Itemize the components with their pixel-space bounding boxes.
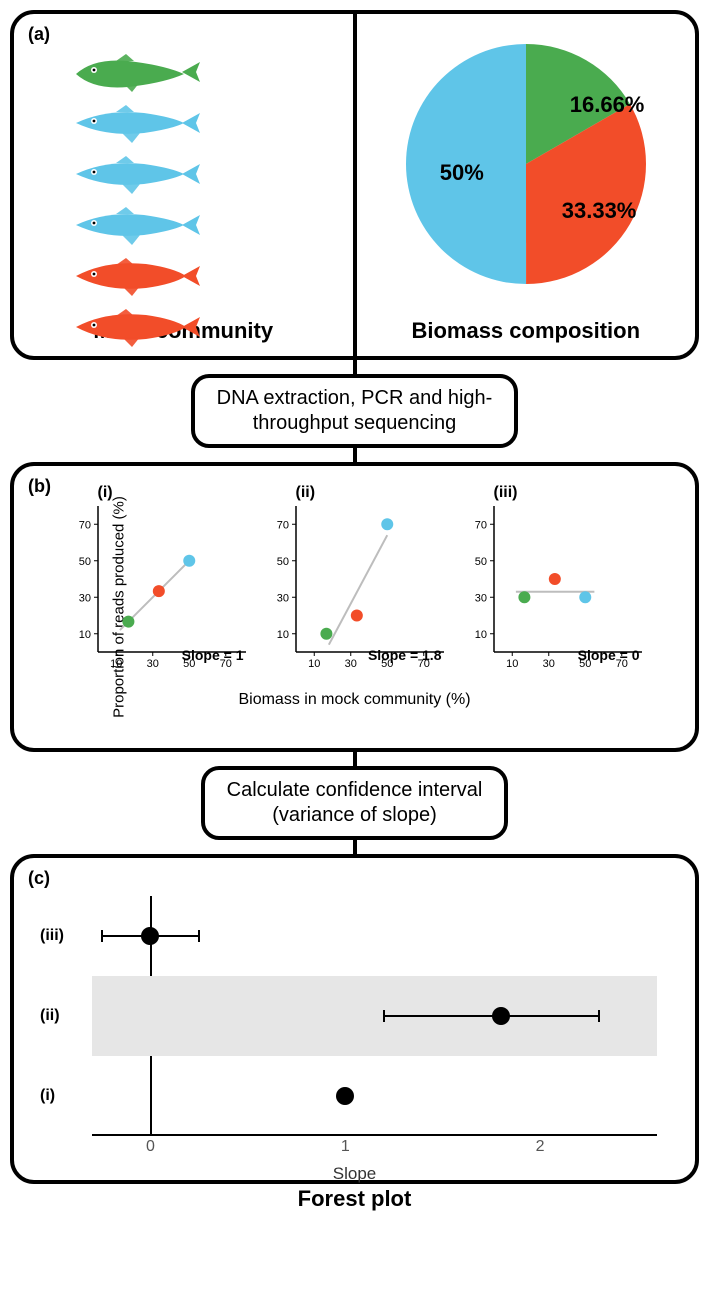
scatter-chart: (i)1010303050507070Slope = 1: [70, 500, 250, 685]
forest-row: (iii): [92, 896, 657, 976]
forest-point: [336, 1087, 354, 1105]
connector: [353, 752, 357, 766]
biomass-composition-title: Biomass composition: [411, 318, 640, 344]
svg-text:30: 30: [474, 592, 486, 604]
step-dna-extraction: DNA extraction, PCR and high-throughput …: [191, 374, 519, 448]
forest-row-label: (iii): [40, 927, 64, 945]
svg-text:70: 70: [474, 519, 486, 531]
fish-icon: [66, 52, 206, 94]
svg-text:10: 10: [474, 629, 486, 641]
panel-a: (a): [10, 10, 699, 360]
forest-tick: 2: [536, 1138, 545, 1156]
fish-icon: [66, 307, 206, 349]
scatter-slope-label: Slope = 1.8: [368, 647, 442, 663]
forest-point: [492, 1007, 510, 1025]
panel-a-left: Mock community: [14, 14, 353, 356]
forest-cap: [598, 1010, 600, 1022]
forest-plot-area: (iii)(ii)(i)012: [92, 896, 657, 1136]
forest-row-label: (i): [40, 1087, 55, 1105]
fish-icon: [66, 103, 206, 145]
svg-text:30: 30: [542, 658, 554, 670]
forest-xlabel: Slope: [32, 1164, 677, 1184]
pie-chart: 50% 16.66% 33.33%: [406, 44, 646, 289]
forest-tick: 1: [341, 1138, 350, 1156]
svg-text:30: 30: [78, 592, 90, 604]
svg-text:70: 70: [78, 519, 90, 531]
svg-text:10: 10: [308, 658, 320, 670]
fish-icon: [66, 154, 206, 196]
panel-a-right: 50% 16.66% 33.33% Biomass composition: [357, 14, 696, 356]
forest-point: [141, 927, 159, 945]
forest-cap: [101, 930, 103, 942]
svg-text:10: 10: [78, 629, 90, 641]
panel-b: (b) Proportion of reads produced (%) (i)…: [10, 462, 699, 752]
panel-b-label: (b): [28, 476, 51, 497]
fish-stack: [66, 52, 206, 354]
scatter-chart: (ii)1010303050507070Slope = 1.8: [268, 500, 448, 685]
connector: [353, 448, 357, 462]
scatter-chart: (iii)1010303050507070Slope = 0: [466, 500, 646, 685]
fish-icon: [66, 256, 206, 298]
fish-icon: [66, 205, 206, 247]
forest-cap: [198, 930, 200, 942]
svg-text:30: 30: [344, 658, 356, 670]
pie-slice-label: 33.33%: [562, 198, 637, 224]
step-confidence-interval: Calculate confidence interval(variance o…: [201, 766, 509, 840]
svg-text:30: 30: [276, 592, 288, 604]
scatter-slope-label: Slope = 0: [578, 647, 640, 663]
pie-slice-label: 16.66%: [570, 92, 645, 118]
panel-c: (c) (iii)(ii)(i)012 Slope Forest plot: [10, 854, 699, 1184]
connector: [353, 840, 357, 854]
scatter-roman: (i): [98, 484, 113, 502]
panel-c-label: (c): [28, 868, 50, 889]
scatter-slope-label: Slope = 1: [182, 647, 244, 663]
svg-text:50: 50: [78, 556, 90, 568]
svg-text:70: 70: [276, 519, 288, 531]
scatter-roman: (ii): [296, 484, 316, 502]
svg-text:10: 10: [110, 658, 122, 670]
forest-row: (ii): [92, 976, 657, 1056]
svg-text:50: 50: [276, 556, 288, 568]
forest-row-label: (ii): [40, 1007, 60, 1025]
forest-axis: [92, 1134, 657, 1136]
scatter-row: (i)1010303050507070Slope = 1(ii)10103030…: [30, 500, 685, 685]
forest-title: Forest plot: [32, 1186, 677, 1212]
pie-slice-label: 50%: [440, 160, 484, 186]
svg-text:30: 30: [146, 658, 158, 670]
forest-row: (i): [92, 1056, 657, 1136]
connector: [353, 360, 357, 374]
svg-text:10: 10: [276, 629, 288, 641]
scatter-roman: (iii): [494, 484, 518, 502]
forest-cap: [383, 1010, 385, 1022]
svg-text:50: 50: [474, 556, 486, 568]
svg-text:10: 10: [506, 658, 518, 670]
forest-tick: 0: [146, 1138, 155, 1156]
